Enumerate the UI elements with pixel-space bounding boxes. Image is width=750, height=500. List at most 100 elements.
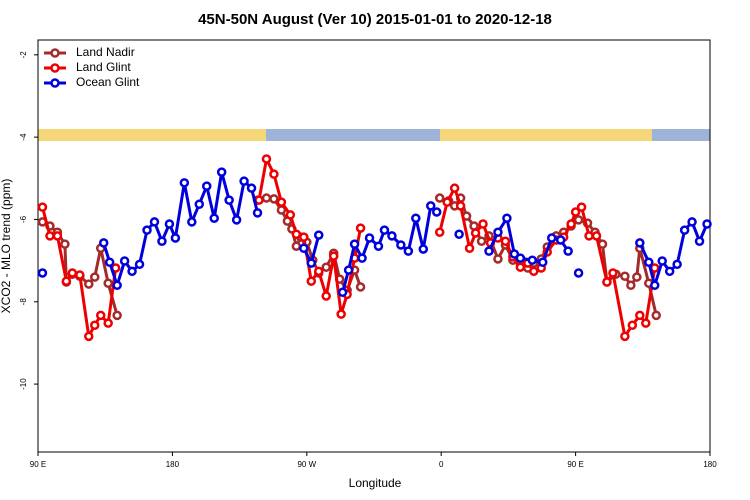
point xyxy=(357,253,367,263)
point xyxy=(179,178,190,188)
point xyxy=(321,262,331,272)
point xyxy=(632,272,642,282)
point xyxy=(299,243,309,254)
point xyxy=(321,291,331,301)
point xyxy=(570,207,581,217)
point xyxy=(635,310,645,321)
point xyxy=(127,266,137,277)
point xyxy=(425,201,436,211)
y-tick-label: -10 xyxy=(19,378,28,390)
point xyxy=(224,195,234,205)
point xyxy=(291,229,302,240)
point xyxy=(478,219,488,229)
point xyxy=(573,268,584,278)
point xyxy=(261,154,272,164)
point xyxy=(635,238,645,248)
point xyxy=(84,331,94,342)
legend-marker xyxy=(50,63,60,73)
legend-marker xyxy=(50,78,60,88)
point xyxy=(299,232,309,242)
legend-label: Land Nadir xyxy=(76,45,135,59)
point xyxy=(527,255,538,265)
point xyxy=(602,277,612,287)
point xyxy=(694,236,705,247)
point xyxy=(246,183,257,193)
point xyxy=(573,215,584,225)
point xyxy=(37,202,48,212)
point xyxy=(418,244,429,254)
point xyxy=(157,236,167,247)
point xyxy=(387,231,397,241)
y-tick-label: -8 xyxy=(19,298,28,306)
point xyxy=(343,265,354,275)
point xyxy=(269,169,279,179)
point xyxy=(411,213,421,223)
point xyxy=(476,236,487,247)
point xyxy=(216,167,227,177)
map-strip xyxy=(38,129,710,141)
point xyxy=(687,217,697,227)
point xyxy=(566,219,576,229)
chart-title: 45N-50N August (Ver 10) 2015-01-01 to 20… xyxy=(198,11,552,28)
point xyxy=(112,280,122,291)
land-strip xyxy=(38,129,266,141)
point xyxy=(679,225,690,235)
point xyxy=(37,268,48,278)
point xyxy=(52,231,63,241)
point xyxy=(449,183,460,193)
point xyxy=(336,309,346,319)
point xyxy=(45,231,55,241)
x-axis-label: Longitude xyxy=(349,476,402,490)
point xyxy=(142,225,152,235)
point xyxy=(576,202,587,212)
point xyxy=(134,259,145,270)
y-tick-label: -2 xyxy=(19,51,28,59)
point xyxy=(209,213,219,223)
point xyxy=(112,310,122,321)
point xyxy=(187,217,197,227)
point xyxy=(641,318,651,328)
point xyxy=(555,235,566,245)
point xyxy=(470,228,481,238)
y-tick-label: -4 xyxy=(19,133,28,141)
y-axis-label: XCO2 - MLO trend (ppm) xyxy=(0,179,13,314)
point xyxy=(313,266,324,277)
point xyxy=(89,320,100,330)
point xyxy=(515,253,526,263)
point xyxy=(373,241,384,251)
point xyxy=(98,238,109,248)
point xyxy=(493,254,503,264)
point xyxy=(502,213,512,223)
point xyxy=(261,193,272,203)
point xyxy=(201,181,212,191)
point xyxy=(657,256,667,266)
point xyxy=(75,270,85,280)
point xyxy=(509,249,520,259)
point xyxy=(349,239,360,249)
point xyxy=(608,268,618,278)
point xyxy=(231,215,242,225)
point xyxy=(515,262,526,272)
point xyxy=(529,266,539,277)
point xyxy=(434,227,445,237)
point xyxy=(626,280,636,291)
point xyxy=(306,258,317,268)
point xyxy=(464,243,475,254)
point xyxy=(170,233,181,243)
point xyxy=(563,246,573,256)
x-tick-label: 90 E xyxy=(30,460,46,469)
point xyxy=(620,331,630,342)
point xyxy=(537,257,548,268)
point xyxy=(454,229,464,240)
point xyxy=(252,208,263,218)
x-tick-label: 180 xyxy=(703,460,717,469)
point xyxy=(313,230,324,240)
point xyxy=(61,276,72,286)
point xyxy=(355,223,366,233)
point xyxy=(493,227,503,237)
point xyxy=(627,320,638,330)
point xyxy=(84,279,94,289)
point xyxy=(60,239,70,249)
